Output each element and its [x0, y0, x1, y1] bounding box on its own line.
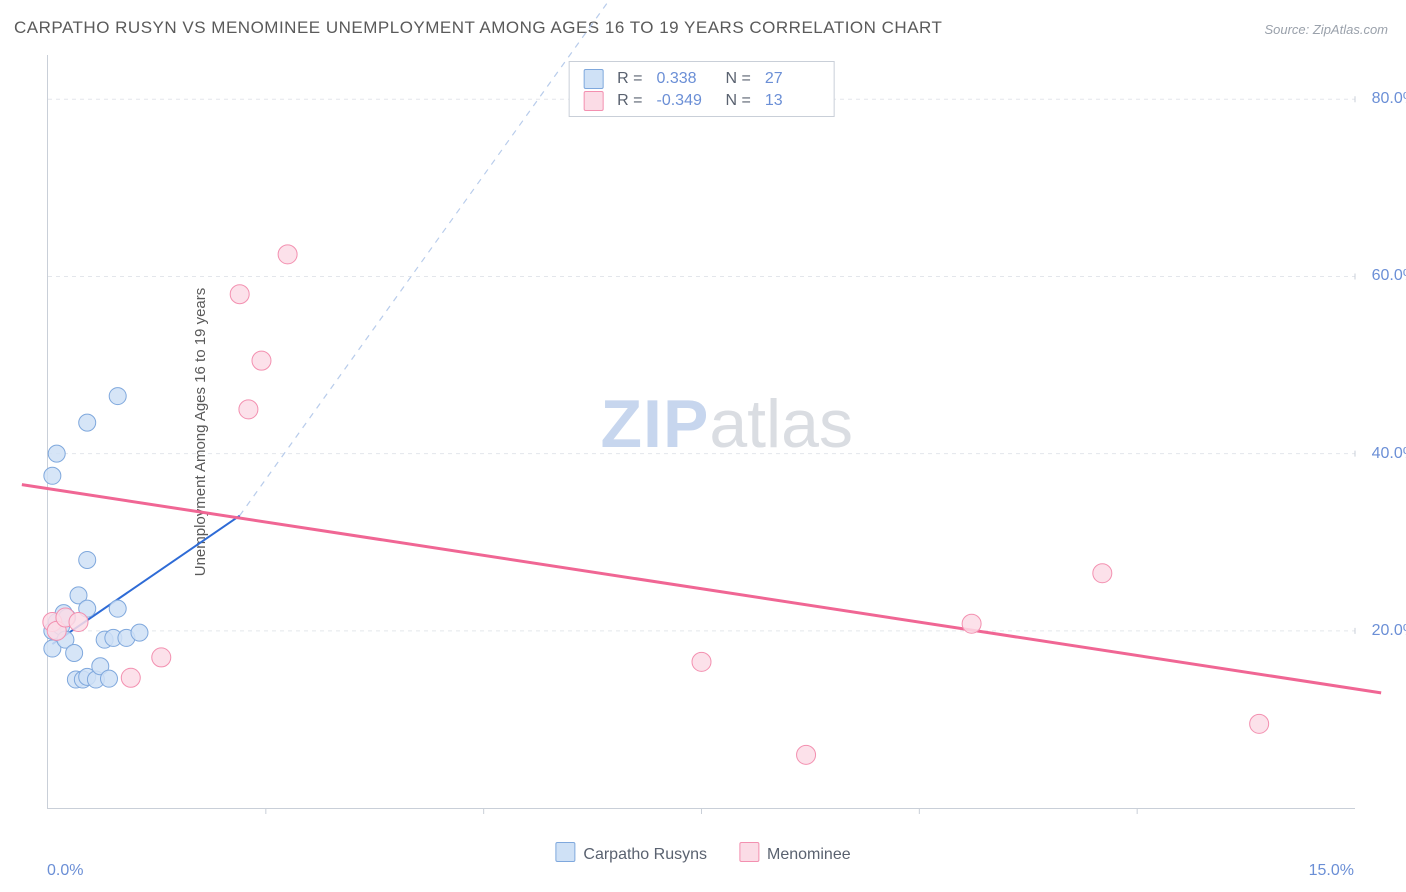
legend-item: Menominee [739, 842, 851, 864]
stats-swatch [583, 69, 603, 89]
scatter-svg [48, 55, 1355, 808]
x-tick-max: 15.0% [1309, 862, 1354, 880]
y-tick-label: 40.0% [1372, 445, 1406, 463]
legend-swatch [739, 842, 759, 862]
stats-row: R =-0.349N =13 [583, 90, 820, 112]
y-tick-label: 60.0% [1372, 267, 1406, 285]
legend-item: Carpatho Rusyns [555, 842, 707, 864]
stats-row: R =0.338N =27 [583, 68, 820, 90]
legend-swatch [555, 842, 575, 862]
source-attribution: Source: ZipAtlas.com [1264, 22, 1388, 37]
stats-legend-box: R =0.338N =27R =-0.349N =13 [568, 61, 835, 117]
y-tick-label: 20.0% [1372, 622, 1406, 640]
chart-title: CARPATHO RUSYN VS MENOMINEE UNEMPLOYMENT… [14, 18, 942, 38]
y-tick-label: 80.0% [1372, 90, 1406, 108]
plot-area: Unemployment Among Ages 16 to 19 years Z… [47, 55, 1355, 809]
x-tick-min: 0.0% [47, 862, 83, 880]
stats-swatch [583, 91, 603, 111]
series-legend: Carpatho Rusyns Menominee [555, 842, 850, 864]
